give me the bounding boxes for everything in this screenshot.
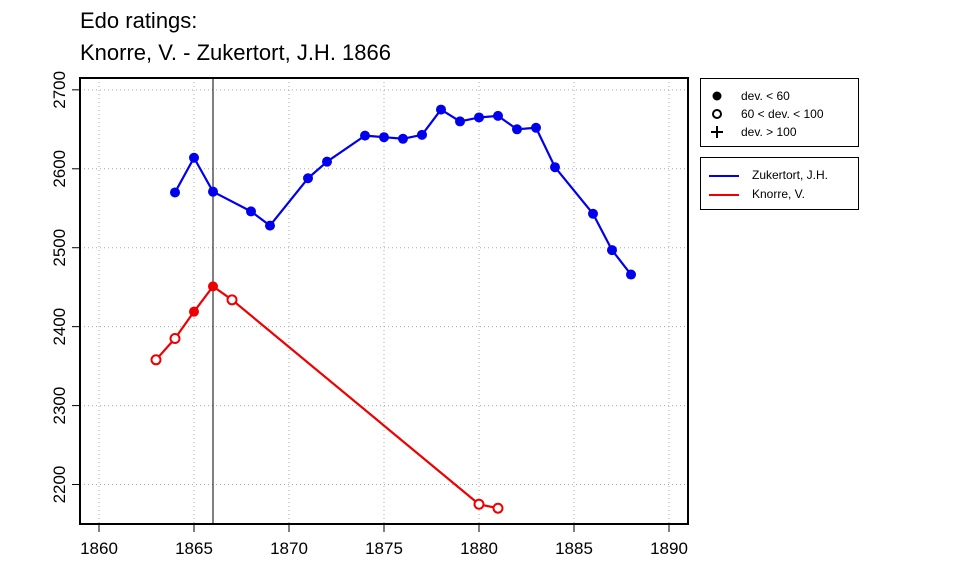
data-point-filled <box>265 220 275 231</box>
axes: 1860 1865 1870 1875 1880 1885 1890 2200 2300 2400… <box>50 71 688 558</box>
data-point-open <box>150 354 162 366</box>
data-point-filled <box>626 269 636 280</box>
series-legend-lines <box>709 175 739 196</box>
y-tick-label: 2600 <box>50 150 69 188</box>
data-point-filled <box>474 112 484 123</box>
marker-legend-symbols <box>711 91 723 138</box>
data-point-open <box>492 502 504 514</box>
data-point-open <box>473 498 485 510</box>
x-tick-label: 1870 <box>270 539 308 558</box>
data-point-filled <box>208 186 218 197</box>
data-point-filled <box>303 173 313 184</box>
plot-frame <box>79 77 689 525</box>
series-line <box>155 285 499 510</box>
data-point-filled <box>493 110 503 121</box>
y-tick-label: 2500 <box>50 229 69 267</box>
data-point-filled <box>170 187 180 198</box>
marker-legend-label-2: 60 < dev. < 100 <box>741 107 824 121</box>
y-tick-label: 2200 <box>50 466 69 504</box>
series-legend: Zukertort, J.H. Knorre, V. <box>700 157 859 210</box>
data-point-filled <box>189 306 199 317</box>
chart-title: Edo ratings: <box>80 8 198 33</box>
data-point-filled <box>398 133 408 144</box>
data-point-filled <box>588 208 598 219</box>
series-2 <box>150 281 504 514</box>
data-point-filled <box>322 156 332 167</box>
marker-legend-label-1: dev. < 60 <box>741 89 790 103</box>
x-tick-label: 1875 <box>365 539 403 558</box>
x-tick-label: 1880 <box>460 539 498 558</box>
data-point-filled <box>246 206 256 217</box>
data-point-filled <box>360 130 370 141</box>
series-layer <box>150 104 636 514</box>
marker-legend-label-3: dev. > 100 <box>741 125 797 139</box>
data-point-open <box>226 294 238 306</box>
data-point-filled <box>208 281 218 292</box>
data-point-filled <box>512 124 522 135</box>
data-point-filled <box>189 152 199 163</box>
data-point-filled <box>379 132 389 143</box>
y-tick-label: 2300 <box>50 387 69 425</box>
data-point-open <box>169 332 181 344</box>
series-legend-label-2: Knorre, V. <box>752 187 805 201</box>
marker-legend: dev. < 60 60 < dev. < 100 dev. > 100 <box>700 78 859 147</box>
data-point-filled <box>550 162 560 173</box>
x-tick-label: 1890 <box>650 539 688 558</box>
data-point-filled <box>455 116 465 127</box>
x-tick-label: 1885 <box>555 539 593 558</box>
filled-circle-icon <box>712 91 722 101</box>
plus-icon <box>711 126 723 138</box>
data-point-filled <box>436 104 446 115</box>
data-point-filled <box>417 129 427 140</box>
y-tick-label: 2700 <box>50 71 69 109</box>
data-point-filled <box>531 122 541 133</box>
y-tick-label: 2400 <box>50 308 69 346</box>
x-tick-label: 1865 <box>175 539 213 558</box>
open-circle-icon <box>712 109 722 119</box>
x-tick-label: 1860 <box>80 539 118 558</box>
data-point-filled <box>607 245 617 256</box>
series-1 <box>170 104 636 280</box>
grid <box>80 78 688 524</box>
chart-subtitle: Knorre, V. - Zukertort, J.H. 1866 <box>80 40 391 65</box>
series-legend-label-1: Zukertort, J.H. <box>752 168 829 182</box>
